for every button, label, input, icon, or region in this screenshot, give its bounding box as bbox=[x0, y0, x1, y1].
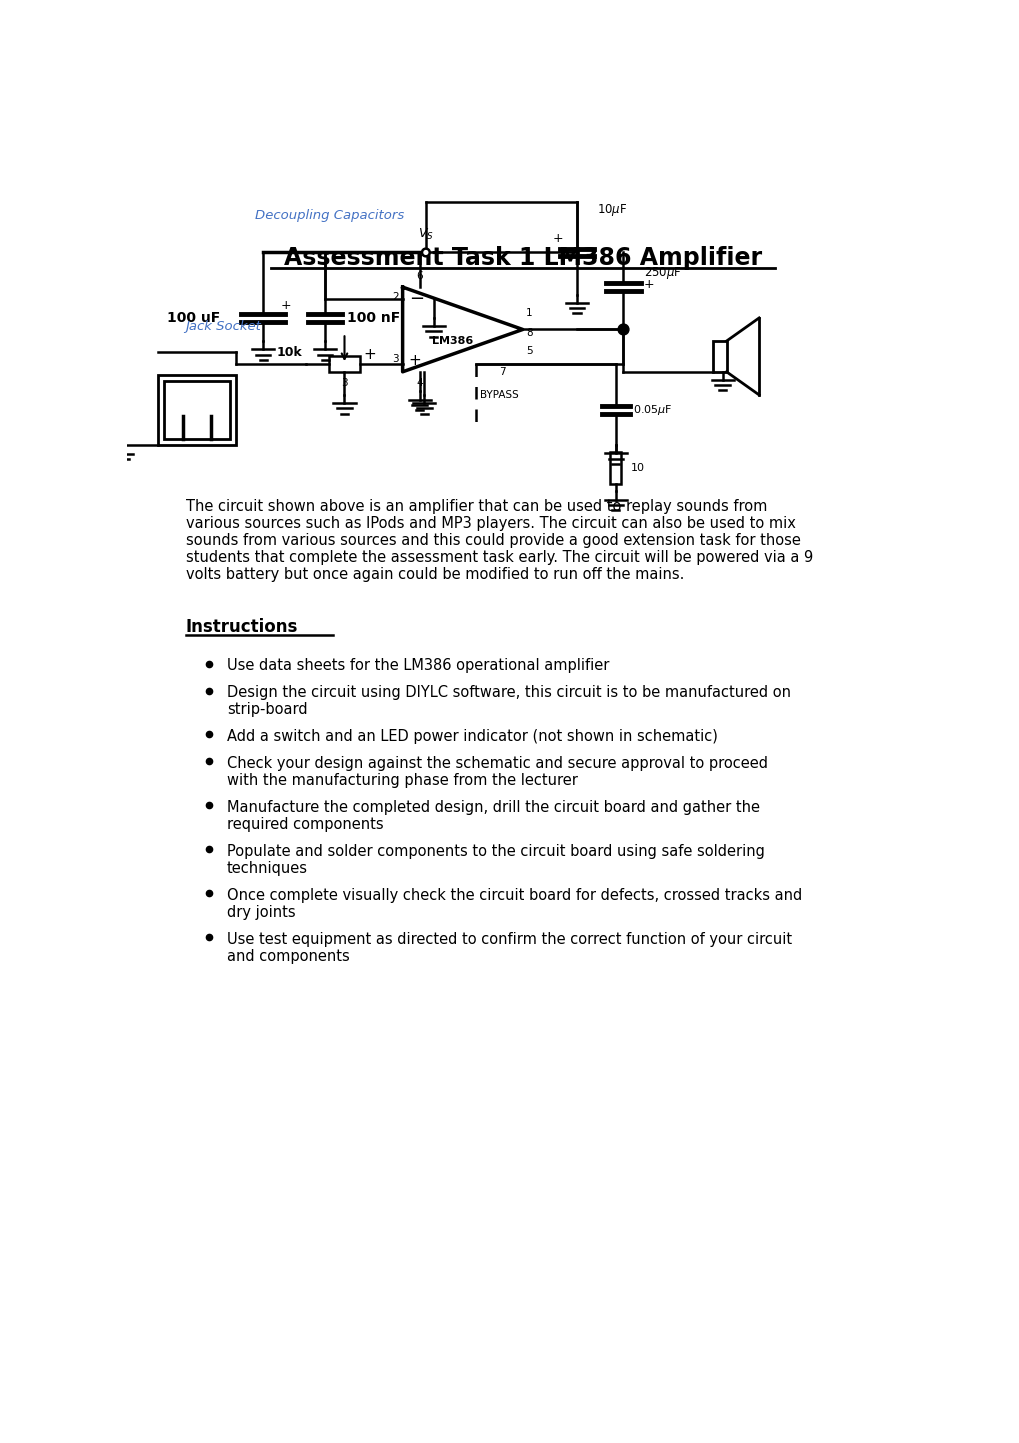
Text: Use data sheets for the LM386 operational amplifier: Use data sheets for the LM386 operationa… bbox=[226, 658, 608, 674]
Text: and components: and components bbox=[226, 948, 350, 964]
Text: 5: 5 bbox=[526, 346, 532, 356]
Text: +: + bbox=[364, 348, 376, 362]
Text: 4: 4 bbox=[416, 378, 423, 388]
Text: 100 nF: 100 nF bbox=[346, 310, 399, 325]
Text: 1: 1 bbox=[526, 307, 532, 317]
Text: 3: 3 bbox=[340, 378, 347, 388]
Text: 3: 3 bbox=[391, 354, 398, 364]
Bar bbox=[609, 452, 621, 485]
Text: 10: 10 bbox=[631, 463, 645, 473]
Text: Assessment Task 1 LM386 Amplifier: Assessment Task 1 LM386 Amplifier bbox=[283, 247, 761, 270]
Circle shape bbox=[618, 325, 629, 335]
Text: students that complete the assessment task early. The circuit will be powered vi: students that complete the assessment ta… bbox=[185, 550, 812, 564]
Bar bbox=[712, 341, 726, 372]
Text: +: + bbox=[280, 299, 290, 312]
Text: Add a switch and an LED power indicator (not shown in schematic): Add a switch and an LED power indicator … bbox=[226, 729, 717, 745]
Text: −: − bbox=[409, 290, 424, 307]
Text: strip-board: strip-board bbox=[226, 703, 307, 717]
Text: 0.05$\mu$F: 0.05$\mu$F bbox=[632, 404, 672, 417]
Text: sounds from various sources and this could provide a good extension task for tho: sounds from various sources and this cou… bbox=[185, 532, 800, 548]
Bar bbox=[329, 356, 360, 372]
Text: 10k: 10k bbox=[276, 346, 302, 359]
Text: required components: required components bbox=[226, 817, 383, 831]
Text: various sources such as IPods and MP3 players. The circuit can also be used to m: various sources such as IPods and MP3 pl… bbox=[185, 515, 795, 531]
Text: 8: 8 bbox=[526, 329, 532, 338]
Text: +: + bbox=[643, 278, 653, 291]
Text: 250$\mu$F: 250$\mu$F bbox=[643, 266, 681, 281]
Text: +: + bbox=[409, 352, 421, 368]
Text: Once complete visually check the circuit board for defects, crossed tracks and: Once complete visually check the circuit… bbox=[226, 887, 801, 903]
Text: BYPASS: BYPASS bbox=[480, 390, 519, 400]
Text: techniques: techniques bbox=[226, 861, 308, 876]
Text: Check your design against the schematic and secure approval to proceed: Check your design against the schematic … bbox=[226, 756, 767, 771]
Text: Instructions: Instructions bbox=[185, 618, 298, 636]
Bar bbox=[164, 381, 230, 439]
Text: LM386: LM386 bbox=[432, 336, 473, 346]
Text: dry joints: dry joints bbox=[226, 905, 296, 919]
Text: Populate and solder components to the circuit board using safe soldering: Populate and solder components to the ci… bbox=[226, 844, 764, 859]
Text: volts battery but once again could be modified to run off the mains.: volts battery but once again could be mo… bbox=[185, 567, 684, 582]
Text: +: + bbox=[552, 232, 562, 245]
Text: Use test equipment as directed to confirm the correct function of your circuit: Use test equipment as directed to confir… bbox=[226, 932, 791, 947]
Text: 2: 2 bbox=[391, 291, 398, 302]
Text: with the manufacturing phase from the lecturer: with the manufacturing phase from the le… bbox=[226, 773, 577, 788]
Text: The circuit shown above is an amplifier that can be used to replay sounds from: The circuit shown above is an amplifier … bbox=[185, 499, 766, 514]
Text: Decoupling Capacitors: Decoupling Capacitors bbox=[255, 209, 405, 222]
Text: Jack Socket: Jack Socket bbox=[185, 320, 261, 333]
Text: $V_S$: $V_S$ bbox=[418, 227, 433, 241]
Text: 7: 7 bbox=[499, 367, 505, 377]
Circle shape bbox=[422, 248, 429, 257]
Text: Manufacture the completed design, drill the circuit board and gather the: Manufacture the completed design, drill … bbox=[226, 799, 759, 815]
Text: 10$\mu$F: 10$\mu$F bbox=[596, 202, 627, 218]
Bar bbox=[158, 375, 236, 446]
Text: 100 uF: 100 uF bbox=[167, 310, 220, 325]
Text: Design the circuit using DIYLC software, this circuit is to be manufactured on: Design the circuit using DIYLC software,… bbox=[226, 685, 790, 700]
Text: 6: 6 bbox=[416, 271, 423, 281]
